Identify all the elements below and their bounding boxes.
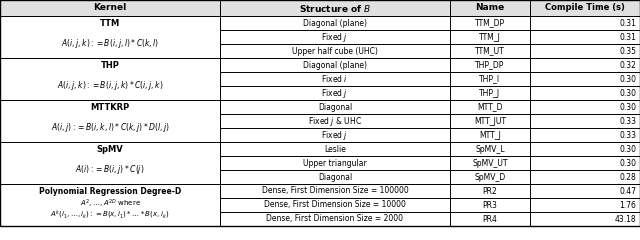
- Text: SpMV: SpMV: [97, 145, 124, 154]
- Text: 0.30: 0.30: [619, 144, 636, 154]
- Bar: [0, 100, 640, 142]
- Text: 0.30: 0.30: [619, 102, 636, 112]
- Bar: [0, 0, 640, 16]
- Text: MTTKRP: MTTKRP: [90, 103, 130, 112]
- Text: 0.30: 0.30: [619, 74, 636, 84]
- Text: Dense, First Dimension Size = 100000: Dense, First Dimension Size = 100000: [262, 186, 408, 196]
- Text: Diagonal: Diagonal: [318, 102, 352, 112]
- Text: 0.32: 0.32: [619, 60, 636, 70]
- Text: Diagonal (plane): Diagonal (plane): [303, 18, 367, 28]
- Text: 0.30: 0.30: [619, 89, 636, 97]
- Text: 0.28: 0.28: [620, 173, 636, 181]
- Text: 0.47: 0.47: [619, 186, 636, 196]
- Text: Fixed $j$: Fixed $j$: [321, 30, 349, 43]
- Text: THP_I: THP_I: [479, 74, 500, 84]
- Text: 0.30: 0.30: [619, 158, 636, 168]
- Text: TTM_J: TTM_J: [479, 32, 501, 42]
- Text: 43.18: 43.18: [614, 215, 636, 223]
- Text: THP_J: THP_J: [479, 89, 500, 97]
- Text: $A(i,j):=B(i,k,l)*C(k,j)*D(l,j)$: $A(i,j):=B(i,k,l)*C(k,j)*D(l,j)$: [51, 121, 170, 134]
- Text: $A(i,j,k):=B(i,j,k)*C(i,j,k)$: $A(i,j,k):=B(i,j,k)*C(i,j,k)$: [57, 79, 163, 92]
- Text: MTT_J: MTT_J: [479, 131, 501, 139]
- Text: Polynomial Regression Degree-D: Polynomial Regression Degree-D: [39, 186, 181, 196]
- Text: $A(i):=B(i,j)*C(j)$: $A(i):=B(i,j)*C(j)$: [76, 163, 145, 176]
- Text: THP: THP: [100, 61, 120, 70]
- Text: TTM: TTM: [100, 19, 120, 28]
- Text: Fixed $i$: Fixed $i$: [321, 73, 349, 84]
- Text: 0.31: 0.31: [619, 18, 636, 28]
- Text: Kernel: Kernel: [93, 4, 127, 12]
- Text: 0.33: 0.33: [619, 116, 636, 126]
- Text: Compile Time (s): Compile Time (s): [545, 4, 625, 12]
- Text: Leslie: Leslie: [324, 144, 346, 154]
- Text: PR4: PR4: [483, 215, 497, 223]
- Text: 0.35: 0.35: [619, 47, 636, 55]
- Text: Fixed $j$: Fixed $j$: [321, 128, 349, 142]
- Text: SpMV_L: SpMV_L: [475, 144, 505, 154]
- Text: 1.76: 1.76: [619, 200, 636, 210]
- Bar: [0, 142, 640, 184]
- Text: Upper triangular: Upper triangular: [303, 158, 367, 168]
- Text: Dense, First Dimension Size = 2000: Dense, First Dimension Size = 2000: [266, 215, 403, 223]
- Text: $A^2,\ldots,A^{2D}$ where: $A^2,\ldots,A^{2D}$ where: [79, 198, 141, 210]
- Text: THP_DP: THP_DP: [476, 60, 505, 70]
- Bar: [0, 58, 640, 100]
- Text: MTT_D: MTT_D: [477, 102, 503, 112]
- Text: Name: Name: [476, 4, 504, 12]
- Text: PR3: PR3: [483, 200, 497, 210]
- Bar: [0, 16, 640, 58]
- Text: Upper half cube (UHC): Upper half cube (UHC): [292, 47, 378, 55]
- Text: Dense, First Dimension Size = 10000: Dense, First Dimension Size = 10000: [264, 200, 406, 210]
- Text: MTT_JUT: MTT_JUT: [474, 116, 506, 126]
- Text: $A(i,j,k):=B(i,j,l)*C(k,l)$: $A(i,j,k):=B(i,j,l)*C(k,l)$: [61, 37, 159, 50]
- Text: PR2: PR2: [483, 186, 497, 196]
- Text: Structure of $B$: Structure of $B$: [299, 2, 371, 13]
- Text: SpMV_UT: SpMV_UT: [472, 158, 508, 168]
- Bar: [0, 184, 640, 226]
- Text: 0.31: 0.31: [619, 32, 636, 42]
- Text: Fixed $j$: Fixed $j$: [321, 86, 349, 100]
- Text: 0.33: 0.33: [619, 131, 636, 139]
- Text: SpMV_D: SpMV_D: [474, 173, 506, 181]
- Text: $A^k(i_1,\ldots,i_k):=B(x,i_1)*\ldots*B(x,i_k)$: $A^k(i_1,\ldots,i_k):=B(x,i_1)*\ldots*B(…: [51, 209, 170, 221]
- Text: Diagonal: Diagonal: [318, 173, 352, 181]
- Text: TTM_UT: TTM_UT: [475, 47, 505, 55]
- Text: Fixed $j$ & UHC: Fixed $j$ & UHC: [308, 114, 362, 127]
- Text: TTM_DP: TTM_DP: [475, 18, 505, 28]
- Text: Diagonal (plane): Diagonal (plane): [303, 60, 367, 70]
